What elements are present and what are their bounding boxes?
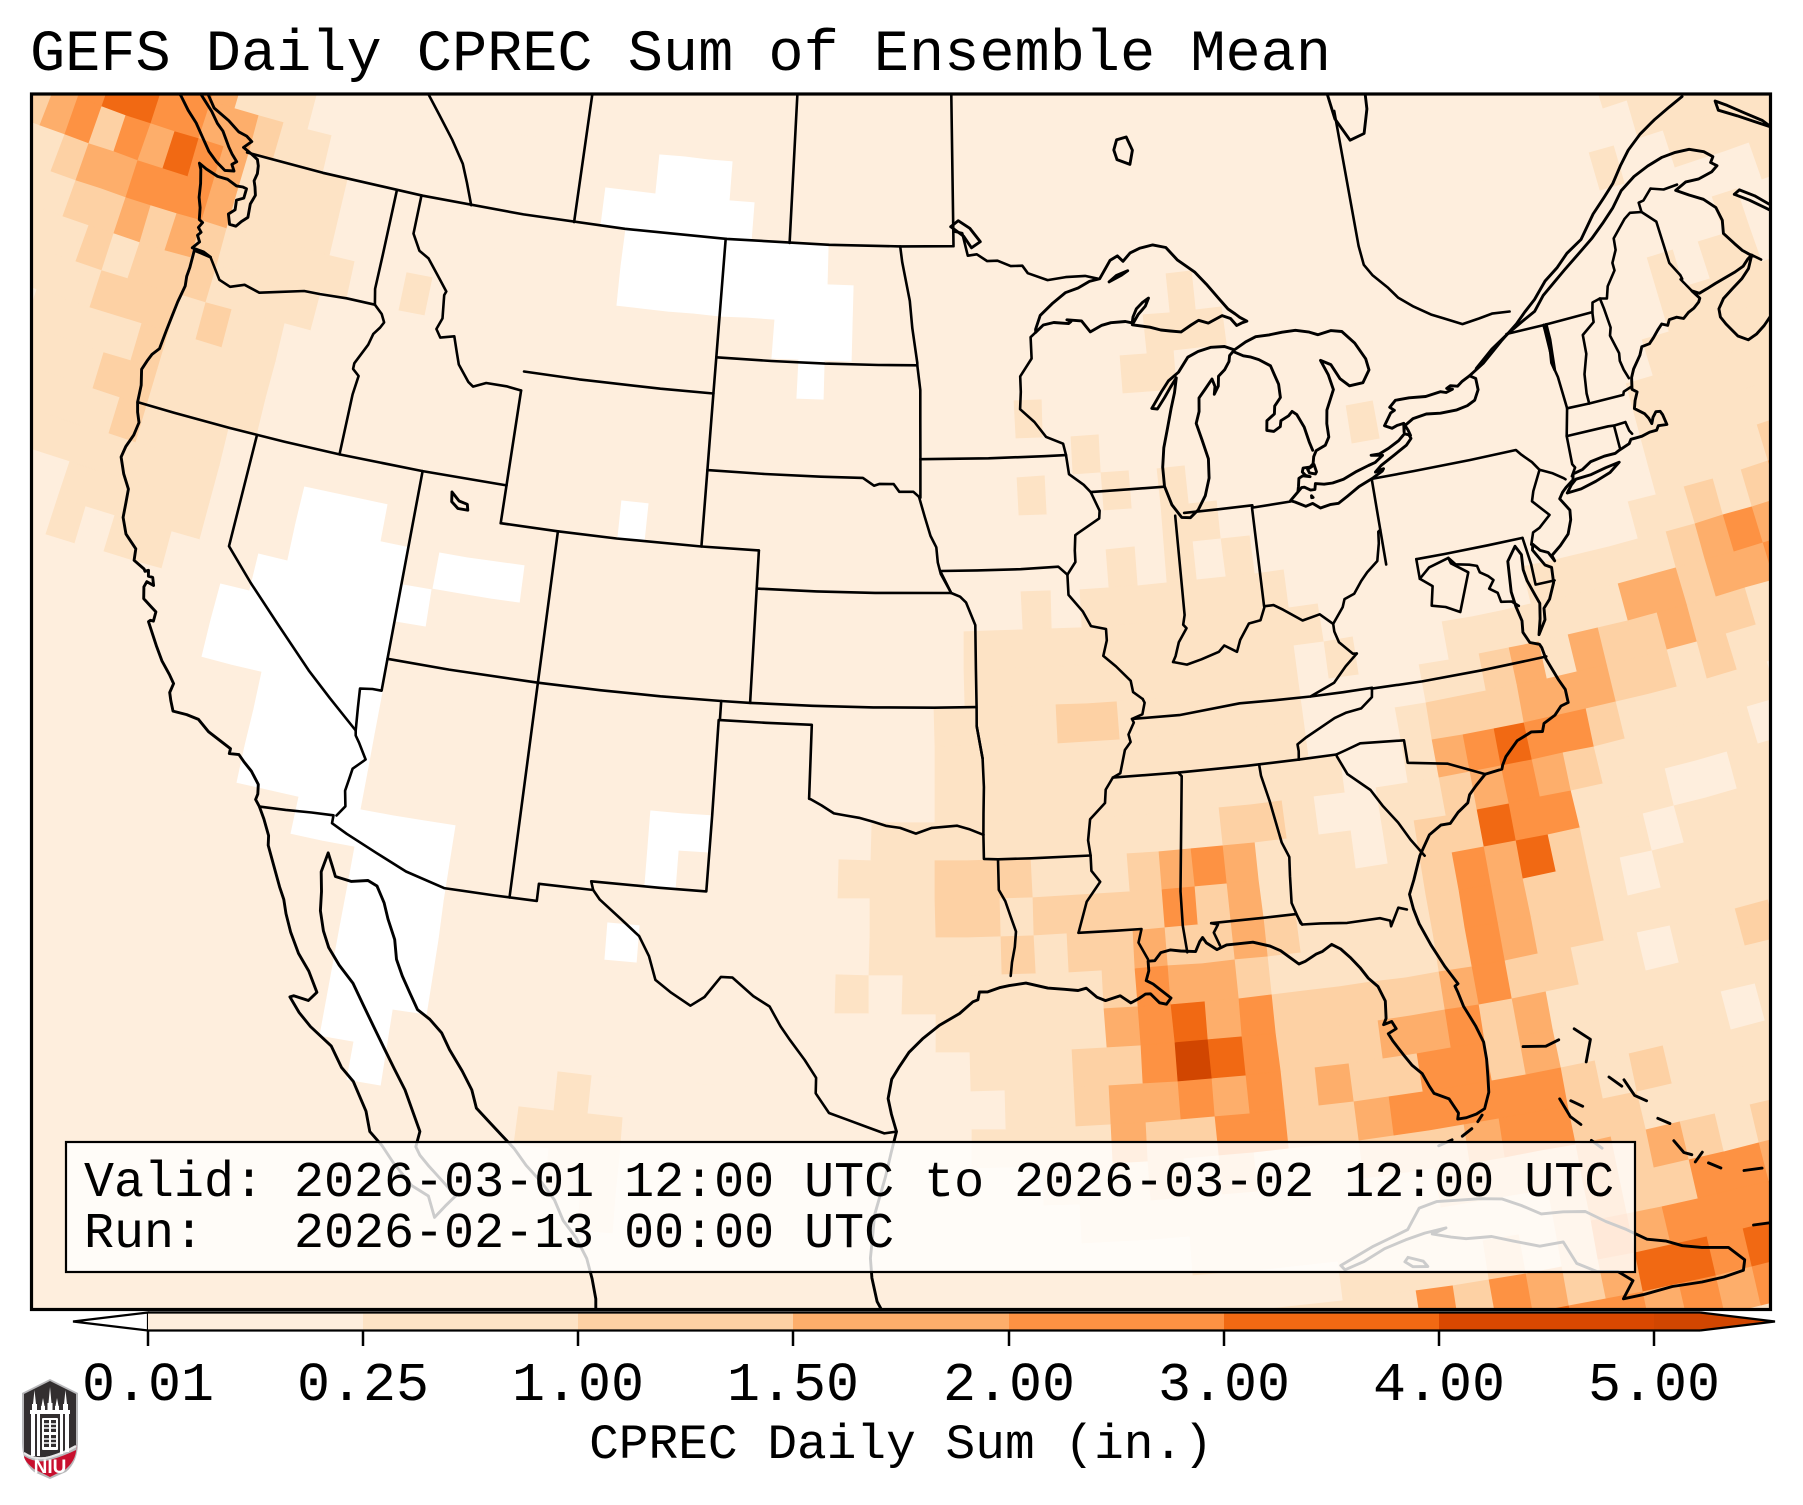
svg-text:CPREC Daily Sum (in.): CPREC Daily Sum (in.) [589, 1417, 1213, 1473]
svg-text:0.25: 0.25 [297, 1354, 429, 1417]
svg-text:Run: 2026-02-13 00:00 UTC: Run: 2026-02-13 00:00 UTC [84, 1206, 894, 1263]
svg-text:Valid: 2026-03-01 12:00 UTC to: Valid: 2026-03-01 12:00 UTC to 2026-03-0… [84, 1155, 1614, 1212]
svg-text:NIU: NIU [34, 1457, 67, 1478]
svg-text:3.00: 3.00 [1158, 1354, 1290, 1417]
svg-text:GEFS Daily CPREC Sum of Ensemb: GEFS Daily CPREC Sum of Ensemble Mean [30, 21, 1331, 88]
svg-text:1.50: 1.50 [727, 1354, 859, 1417]
svg-text:4.00: 4.00 [1373, 1354, 1505, 1417]
svg-text:2.00: 2.00 [943, 1354, 1075, 1417]
svg-text:0.01: 0.01 [82, 1354, 214, 1417]
svg-text:5.00: 5.00 [1588, 1354, 1720, 1417]
svg-text:1.00: 1.00 [512, 1354, 644, 1417]
